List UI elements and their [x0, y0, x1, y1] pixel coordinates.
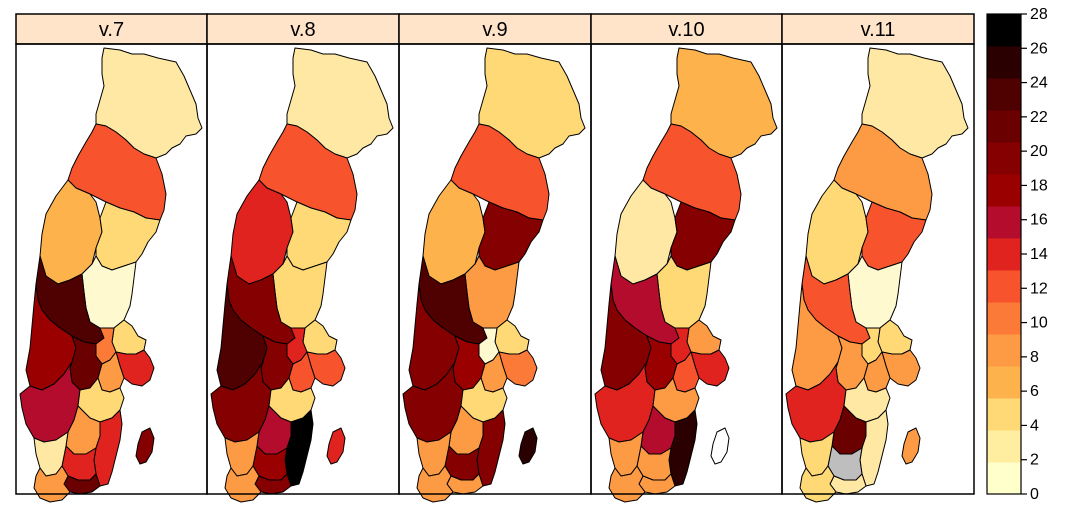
panel-strip: v.8: [206, 13, 400, 45]
legend-bin: [987, 430, 1021, 463]
legend-bin: [987, 206, 1021, 239]
legend-tick-label: 22: [1030, 109, 1048, 126]
legend-tick-label: 24: [1030, 75, 1048, 92]
legend-bin: [987, 270, 1021, 303]
panel-strip: v.9: [398, 13, 592, 45]
legend-bin: [987, 46, 1021, 79]
panel-title: v.9: [482, 19, 507, 41]
panel-strip: v.10: [590, 13, 783, 45]
panel-strip: v.11: [781, 13, 975, 45]
region-norrbotten: [670, 47, 778, 159]
region-gotland: [135, 427, 155, 465]
legend-tick-label: 8: [1030, 349, 1039, 366]
map-panel: v.10: [590, 13, 783, 503]
region-norrbotten: [286, 47, 394, 159]
legend-tick-label: 18: [1030, 177, 1048, 194]
legend-bin: [987, 302, 1021, 335]
region-skane: [33, 465, 71, 503]
legend-bin: [987, 110, 1021, 143]
legend-bin: [987, 14, 1021, 47]
legend-tick-label: 26: [1030, 40, 1048, 57]
sweden-map: [785, 47, 969, 503]
legend-tick-label: 16: [1030, 212, 1048, 229]
region-uppsala: [494, 319, 530, 355]
map-panel: v.11: [781, 13, 975, 503]
panel-title: v.7: [99, 19, 124, 41]
region-gotland: [326, 427, 346, 465]
map-panel: v.9: [398, 13, 592, 503]
panel-title: v.8: [290, 19, 315, 41]
sweden-map: [594, 47, 778, 503]
region-skane: [416, 465, 454, 503]
legend-bin: [987, 78, 1021, 111]
region-vasternorrland: [670, 201, 736, 271]
legend-bin: [987, 142, 1021, 175]
panel-strip: v.7: [15, 13, 208, 45]
legend-tick-label: 12: [1030, 280, 1048, 297]
legend-bin: [987, 174, 1021, 207]
region-norrbotten: [95, 47, 203, 159]
region-norrbotten: [861, 47, 969, 159]
sweden-map: [19, 47, 203, 503]
region-gotland: [710, 427, 730, 465]
legend-bin: [987, 462, 1021, 495]
legend-bin: [987, 334, 1021, 367]
legend-tick-label: 0: [1030, 486, 1039, 503]
legend-tick-label: 4: [1030, 417, 1039, 434]
map-panel: v.7: [15, 13, 208, 503]
map-panel: v.8: [206, 13, 400, 503]
panel-title: v.11: [861, 19, 896, 41]
legend-tick-label: 20: [1030, 143, 1048, 160]
region-vasternorrland: [95, 201, 161, 271]
legend-tick-label: 10: [1030, 315, 1048, 332]
legend-bin: [987, 398, 1021, 431]
legend-bin: [987, 366, 1021, 399]
legend-tick-label: 2: [1030, 452, 1039, 469]
region-uppsala: [686, 319, 722, 355]
region-uppsala: [302, 319, 338, 355]
legend-tick-label: 14: [1030, 246, 1048, 263]
panel-title: v.10: [668, 19, 704, 41]
region-skane: [608, 465, 646, 503]
region-skane: [799, 465, 837, 503]
region-uppsala: [111, 319, 147, 355]
region-uppsala: [877, 319, 913, 355]
region-gotland: [518, 427, 538, 465]
region-norrbotten: [478, 47, 586, 159]
region-gotland: [901, 427, 921, 465]
region-vasternorrland: [861, 201, 927, 271]
panel-frame: [781, 43, 975, 495]
sweden-map: [210, 47, 394, 503]
legend-bin: [987, 238, 1021, 271]
legend-tick-label: 28: [1030, 6, 1048, 23]
region-skane: [224, 465, 262, 503]
region-vasternorrland: [478, 201, 544, 271]
region-vasternorrland: [286, 201, 352, 271]
legend-tick-label: 6: [1030, 383, 1039, 400]
sweden-map: [402, 47, 586, 503]
